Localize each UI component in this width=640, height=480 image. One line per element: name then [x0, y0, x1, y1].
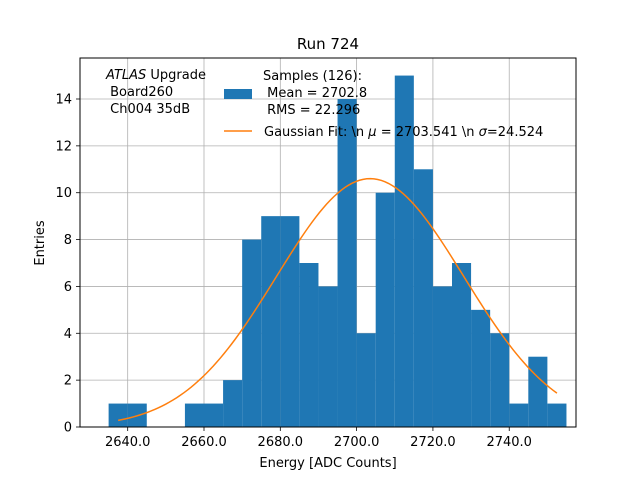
- x-tick-label: 2700.0: [334, 435, 380, 450]
- histogram-bar: [528, 356, 548, 427]
- y-tick-label: 2: [64, 374, 72, 389]
- legend-hist-line-2: Mean = 2702.8: [263, 86, 367, 101]
- annotation-atlas: ATLAS: [105, 68, 146, 83]
- histogram-bar: [204, 403, 224, 427]
- histogram-bar: [394, 75, 414, 428]
- annotation-line-3: Ch004 35dB: [106, 102, 190, 117]
- legend-fit-mu: μ: [367, 125, 376, 140]
- gaussian-fit-curve: [118, 177, 558, 422]
- legend-fit-pre: Gaussian Fit: \n: [264, 125, 368, 140]
- x-tick-label: 2660.0: [181, 435, 227, 450]
- legend: Samples (126): Mean = 2702.8 RMS = 22.29…: [224, 69, 543, 140]
- x-axis-ticks: 2640.0 2660.0 2680.0 2700.0 2720.0 2740.0: [105, 427, 532, 450]
- y-tick-label: 8: [64, 233, 72, 248]
- histogram-bar: [375, 192, 395, 427]
- histogram-bar: [471, 309, 491, 427]
- histogram-bar: [337, 99, 357, 427]
- plot-frame: [79, 57, 577, 428]
- histogram-bar: [184, 403, 204, 427]
- histogram-bar: [223, 380, 243, 427]
- y-tick-label: 0: [64, 421, 72, 436]
- histogram-bar: [318, 286, 338, 427]
- atlas-annotation: ATLAS Upgrade Board260 Ch004 35dB: [105, 68, 206, 117]
- x-tick-label: 2640.0: [105, 435, 151, 450]
- y-axis-ticks: 0 2 4 6 8 10 12 14: [55, 93, 80, 436]
- histogram-bar: [242, 239, 262, 427]
- legend-fit-mid: = 2703.541 \n: [377, 125, 479, 140]
- histogram-bar: [547, 403, 567, 427]
- y-tick-label: 10: [55, 186, 72, 201]
- y-tick-label: 12: [55, 139, 72, 154]
- histogram-bar: [356, 333, 376, 427]
- annotation-line-2: Board260: [106, 85, 173, 100]
- histogram-bars: [108, 75, 567, 428]
- legend-fit-sigma: σ: [479, 125, 488, 140]
- histogram-bar: [509, 403, 529, 427]
- histogram-bar: [280, 216, 300, 427]
- y-tick-label: 6: [64, 280, 72, 295]
- x-tick-label: 2680.0: [258, 435, 304, 450]
- y-tick-label: 4: [64, 327, 72, 342]
- legend-hist-swatch: [224, 89, 252, 99]
- annotation-line-1: ATLAS Upgrade: [105, 68, 206, 83]
- x-axis-label: Energy [ADC Counts]: [259, 456, 396, 471]
- annotation-upgrade: Upgrade: [146, 68, 206, 83]
- legend-fit-post: =24.524: [487, 125, 543, 140]
- histogram-bar: [413, 169, 433, 428]
- legend-hist-line-1: Samples (126):: [263, 69, 362, 84]
- legend-fit-label: Gaussian Fit: \n μ = 2703.541 \n σ=24.52…: [264, 125, 543, 140]
- chart-title: Run 724: [297, 35, 359, 53]
- x-tick-label: 2720.0: [410, 435, 456, 450]
- legend-hist-line-3: RMS = 22.296: [263, 103, 360, 118]
- y-tick-label: 14: [55, 93, 72, 108]
- histogram-bar: [452, 263, 472, 427]
- histogram-bar: [261, 216, 281, 427]
- gaussian-fit: [118, 177, 558, 422]
- x-tick-label: 2740.0: [486, 435, 532, 450]
- histogram-bar: [108, 403, 128, 427]
- y-axis-label: Entries: [33, 220, 48, 266]
- histogram-bar: [490, 333, 510, 427]
- histogram-bar: [432, 286, 452, 427]
- histogram-bar: [299, 263, 319, 427]
